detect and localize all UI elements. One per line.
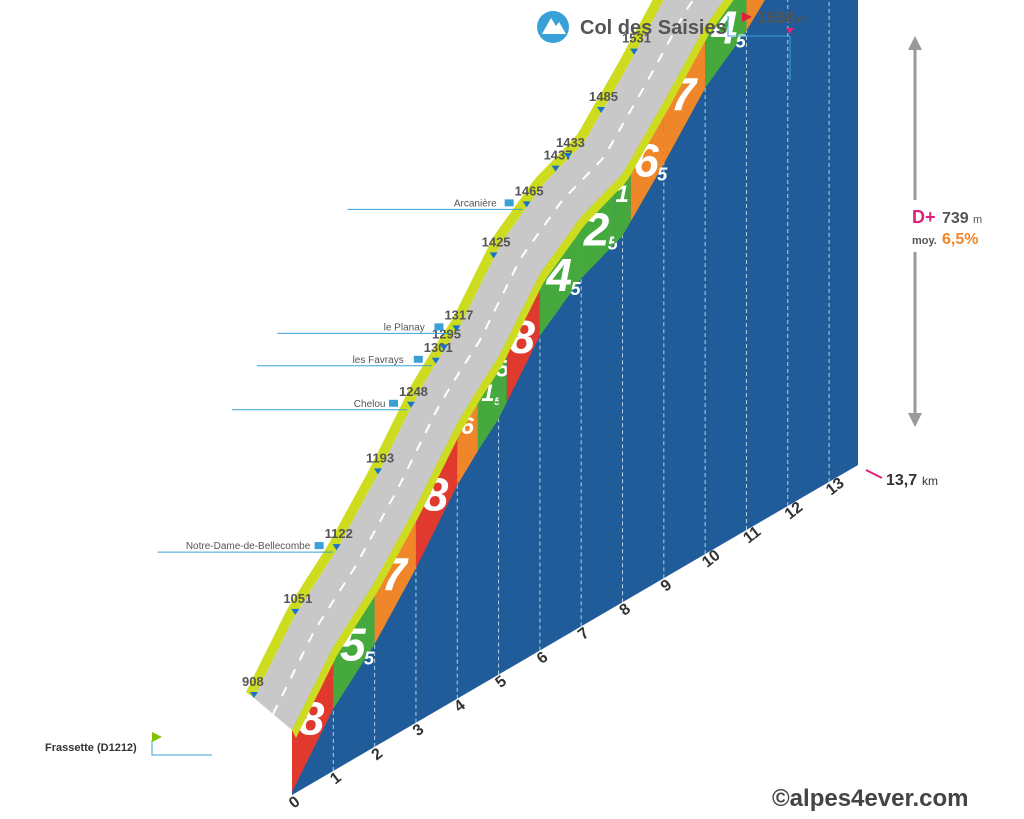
grade-band <box>457 388 478 486</box>
grade-band <box>477 356 499 451</box>
houses-icon <box>413 355 423 363</box>
altitude-marker-icon <box>291 608 300 615</box>
km-tick-label: 5 <box>493 673 511 692</box>
start-name: Frassette (D1212) <box>45 742 137 754</box>
road-lane <box>254 0 724 730</box>
altitude-label: 1437 <box>544 148 573 163</box>
summit-leader-line <box>727 16 791 80</box>
church-icon <box>314 542 324 550</box>
km-tick-label: 9 <box>658 576 676 595</box>
place-label: Chelou <box>354 399 386 410</box>
altitude-label: 1425 <box>482 234 511 249</box>
altitude-label: 1433 <box>556 135 585 150</box>
road-shoulder-back <box>246 0 664 698</box>
profile-face <box>292 0 858 795</box>
grade-decimal-label: 5 <box>736 31 747 51</box>
grade-decimal-label: 5 <box>494 396 501 408</box>
altitude-marker-icon <box>489 252 498 259</box>
altitude-marker-icon <box>630 48 639 55</box>
cable-car-icon <box>434 323 444 331</box>
place-label: Notre-Dame-de-Bellecombe <box>186 541 311 552</box>
grade-decimal-label: 5 <box>608 233 619 253</box>
altitude-marker-icon <box>522 201 531 208</box>
start-leader-line <box>151 740 212 756</box>
summit-altitude-unit: m <box>797 12 807 26</box>
grade-band <box>630 101 664 222</box>
grade-band <box>746 0 765 31</box>
start-flag-icon <box>152 732 162 742</box>
houses-icon <box>388 399 398 407</box>
road-shoulder-front <box>292 0 734 738</box>
altitude-marker-icon <box>332 544 341 551</box>
avg-grade: 6,5% <box>942 231 978 248</box>
summit-altitude: 1658 <box>757 8 795 27</box>
mountain-peak-icon <box>542 18 566 34</box>
altitude-marker-icon <box>551 165 560 172</box>
gain-label: D+ <box>912 207 936 227</box>
summit-flag-icon <box>742 12 752 22</box>
altitude-label: 1051 <box>283 591 312 606</box>
gain-value: 739 <box>942 210 969 227</box>
altitude-labels: 9081051112211931248130112951317142514651… <box>157 31 651 698</box>
grade-band <box>539 216 582 336</box>
altitude-marker-icon <box>431 357 440 364</box>
grade-decimal-label: 5 <box>657 165 668 185</box>
road-surface <box>246 0 734 738</box>
km-tick-label: 7 <box>575 625 593 644</box>
grade-band <box>663 26 706 164</box>
profile-face-area <box>292 0 858 795</box>
altitude-label: 1485 <box>589 89 618 104</box>
place-label: le Planay <box>384 322 425 333</box>
altitude-label: 1531 <box>622 31 651 46</box>
km-tick-label: 6 <box>534 649 552 668</box>
km-tick-label: 0 <box>286 793 304 812</box>
elevation-gain-arrow <box>900 36 990 427</box>
altitude-label: 908 <box>242 674 264 689</box>
grade-decimal-label: 5 <box>364 648 375 668</box>
altitude-label: 1193 <box>366 450 394 465</box>
grade-band <box>581 182 615 279</box>
altitude-label: 1301 <box>424 340 453 355</box>
altitude-marker-icon <box>563 152 572 159</box>
km-tick-label: 3 <box>410 721 428 740</box>
start-label: Frassette (D1212) <box>45 732 212 756</box>
altitude-marker-icon <box>452 325 461 332</box>
gain-unit: m <box>973 214 982 226</box>
houses-icon <box>504 199 514 207</box>
altitude-label: 1465 <box>515 183 544 198</box>
distance-value: 13,7 <box>886 472 917 489</box>
altitude-marker-icon <box>440 344 449 351</box>
place-label: les Favrays <box>353 355 404 366</box>
altitude-label: 1317 <box>444 307 473 322</box>
watermark: ©alpes4ever.com <box>772 785 968 812</box>
distance-unit: km <box>922 474 938 488</box>
total-distance: 13,7 km <box>865 469 938 489</box>
place-label: Arcanière <box>454 198 497 209</box>
km-tick-label: 11 <box>740 523 764 547</box>
altitude-marker-icon <box>373 468 382 475</box>
altitude-label: 1122 <box>325 526 353 541</box>
summit-name: Col des Saisies <box>580 17 727 39</box>
km-tick-label: 8 <box>617 601 635 620</box>
grade-decimal-label: 5 <box>571 279 582 299</box>
climb-stats: D+ 739 m moy. 6,5% <box>912 207 982 248</box>
altitude-marker-icon <box>406 401 415 408</box>
summit-header: Col des Saisies 1658 m <box>537 8 807 80</box>
avg-label: moy. <box>912 235 937 247</box>
grade-band <box>374 506 416 645</box>
altitude-marker-icon <box>597 107 606 114</box>
grade-band <box>333 582 375 709</box>
km-tick-label: 4 <box>451 697 469 716</box>
altitude-label: 1248 <box>399 384 428 399</box>
altitude-marker-icon <box>250 692 258 698</box>
km-tick-label: 1 <box>327 769 345 788</box>
summit-marker-icon <box>786 28 794 34</box>
km-tick-label: 2 <box>369 745 387 764</box>
